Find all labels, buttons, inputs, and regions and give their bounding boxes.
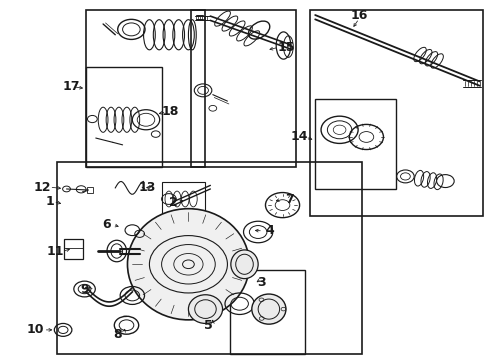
Text: 7: 7 [285,193,293,206]
Text: 14: 14 [290,130,307,144]
Text: 13: 13 [138,181,155,194]
Text: 16: 16 [350,9,367,22]
Bar [64,239,82,259]
Text: 6: 6 [102,218,111,231]
Text: 1: 1 [46,195,55,208]
Bar [229,270,305,354]
Text: 3: 3 [257,276,265,289]
Bar [86,10,205,167]
Text: 10: 10 [27,323,44,336]
Text: 9: 9 [80,283,89,296]
Bar [161,182,205,214]
Text: 4: 4 [265,224,274,238]
Text: 17: 17 [62,80,80,93]
Ellipse shape [230,250,258,279]
Ellipse shape [127,209,249,320]
Bar [86,67,161,167]
Text: 2: 2 [169,196,178,209]
Bar [87,187,93,193]
Ellipse shape [188,295,222,323]
Bar [57,162,361,354]
Text: 15: 15 [277,41,294,54]
Ellipse shape [251,294,285,324]
Text: 11: 11 [46,245,64,258]
Bar [315,99,395,189]
Text: 5: 5 [203,319,212,332]
Bar [310,10,483,216]
Text: 8: 8 [113,328,122,341]
Bar [190,10,295,167]
Text: 18: 18 [162,105,179,118]
Text: 12: 12 [33,181,51,194]
